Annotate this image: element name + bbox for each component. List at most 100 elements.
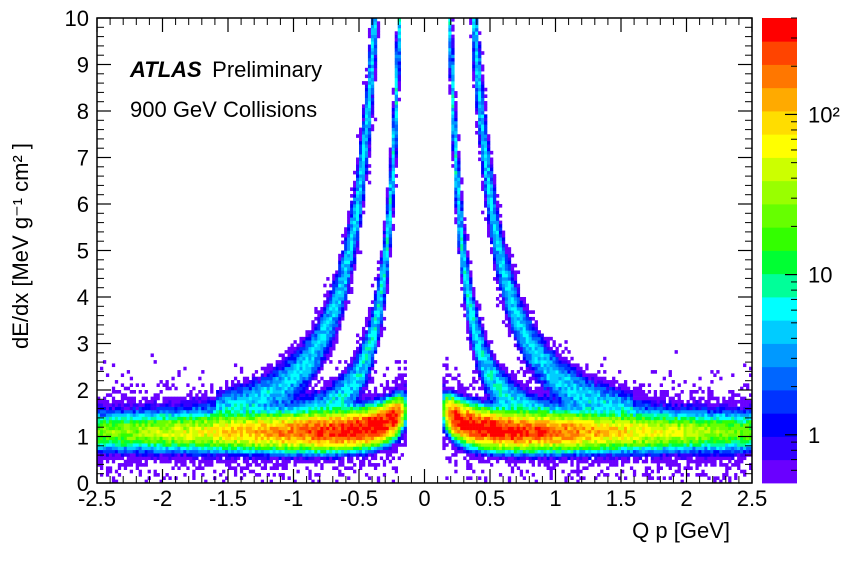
heatmap-cell <box>370 439 375 444</box>
heatmap-cell <box>269 433 273 437</box>
heatmap-cell <box>353 263 357 268</box>
heatmap-cell <box>233 409 238 414</box>
heatmap-cell <box>222 469 226 474</box>
heatmap-cell <box>481 187 485 192</box>
heatmap-cell <box>159 433 163 437</box>
heatmap-cell <box>338 270 342 275</box>
heatmap-cell <box>350 370 354 374</box>
heatmap-cell <box>481 137 485 142</box>
heatmap-cell <box>132 390 137 394</box>
heatmap-cell <box>454 177 458 182</box>
heatmap-cell <box>356 200 360 205</box>
heatmap-cell <box>159 439 163 444</box>
heatmap-cell <box>114 406 119 411</box>
heatmap-cell <box>123 436 128 441</box>
heatmap-cell <box>367 353 372 358</box>
heatmap-cell <box>123 429 128 434</box>
heatmap-cell <box>180 416 184 421</box>
heatmap-cell <box>338 396 342 401</box>
heatmap-cell <box>269 479 273 484</box>
heatmap-cell <box>248 453 253 457</box>
heatmap-cell <box>498 399 503 404</box>
heatmap-cell <box>105 439 110 444</box>
heatmap-cell <box>329 403 333 407</box>
heatmap-cell <box>460 406 464 411</box>
heatmap-cell <box>317 416 321 421</box>
heatmap-cell <box>370 336 375 341</box>
heatmap-cell <box>394 41 399 45</box>
heatmap-cell <box>320 306 324 311</box>
heatmap-cell <box>290 433 294 437</box>
heatmap-cell <box>347 267 351 271</box>
heatmap-cell <box>495 409 500 414</box>
heatmap-cell <box>397 47 401 52</box>
heatmap-cell <box>379 297 384 301</box>
heatmap-cell <box>242 393 247 397</box>
heatmap-cell <box>361 419 366 424</box>
heatmap-cell <box>207 439 211 444</box>
heatmap-cell <box>370 340 375 344</box>
heatmap-cell <box>451 150 455 155</box>
heatmap-cell <box>361 147 366 152</box>
heatmap-cell <box>376 310 381 314</box>
heatmap-cell <box>320 343 324 348</box>
heatmap-cell <box>338 456 342 461</box>
heatmap-cell <box>466 280 470 285</box>
heatmap-cell <box>501 277 506 281</box>
heatmap-cell <box>239 366 244 371</box>
heatmap-cell <box>102 433 107 437</box>
heatmap-cell <box>495 243 500 248</box>
heatmap-cell <box>230 419 235 424</box>
heatmap-cell <box>501 380 506 384</box>
heatmap-cell <box>284 439 288 444</box>
heatmap-cell <box>281 416 285 421</box>
heatmap-cell <box>114 436 119 441</box>
heatmap-cell <box>344 240 348 245</box>
heatmap-cell <box>132 409 137 414</box>
heatmap-cell <box>367 396 372 401</box>
heatmap-cell <box>225 399 229 404</box>
heatmap-cell <box>445 373 449 378</box>
heatmap-cell <box>356 190 360 195</box>
heatmap-cell <box>225 456 229 461</box>
heatmap-cell <box>338 310 342 314</box>
heatmap-cell <box>228 426 232 431</box>
heatmap-cell <box>129 376 134 381</box>
heatmap-cell <box>204 419 208 424</box>
heatmap-cell <box>448 413 452 417</box>
heatmap-cell <box>305 370 309 374</box>
heatmap-cell <box>296 373 300 378</box>
heatmap-cell <box>254 436 259 441</box>
heatmap-cell <box>451 67 455 72</box>
heatmap-cell <box>507 453 512 457</box>
heatmap-cell <box>135 453 139 457</box>
heatmap-cell <box>451 114 455 118</box>
heatmap-cell <box>466 250 470 255</box>
heatmap-cell <box>394 120 399 125</box>
heatmap-cell <box>320 466 324 471</box>
heatmap-cell <box>335 426 339 431</box>
heatmap-cell <box>463 267 467 271</box>
heatmap-cell <box>490 386 494 391</box>
heatmap-cell <box>299 456 303 461</box>
heatmap-cell <box>367 436 372 441</box>
heatmap-cell <box>507 267 512 271</box>
heatmap-cell <box>326 399 330 404</box>
heatmap-cell <box>504 300 509 304</box>
heatmap-cell <box>403 383 407 387</box>
heatmap-cell <box>376 476 381 480</box>
heatmap-cell <box>311 353 315 358</box>
heatmap-cell <box>144 433 148 437</box>
heatmap-cell <box>257 439 262 444</box>
heatmap-cell <box>364 436 369 441</box>
heatmap-cell <box>275 366 279 371</box>
heatmap-cell <box>388 174 393 178</box>
heatmap-cell <box>403 439 407 444</box>
heatmap-cell <box>281 373 285 378</box>
heatmap-cell <box>278 433 282 437</box>
heatmap-cell <box>272 416 276 421</box>
heatmap-cell <box>281 399 285 404</box>
heatmap-cell <box>382 439 387 444</box>
heatmap-cell <box>364 164 369 168</box>
heatmap-cell <box>397 77 401 82</box>
